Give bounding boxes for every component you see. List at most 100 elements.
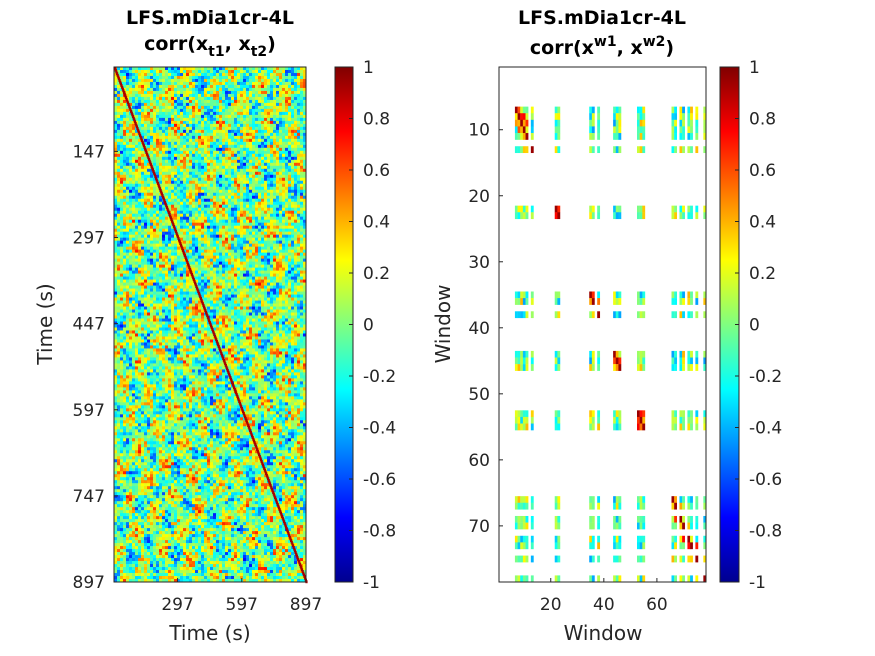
left-heatmap-cell [270, 174, 274, 179]
left-heatmap-cell [210, 258, 214, 263]
left-heatmap-cell [162, 153, 166, 158]
left-heatmap-cell [282, 114, 286, 119]
left-heatmap-cell [288, 264, 292, 269]
left-heatmap-cell [171, 177, 175, 182]
left-heatmap-cell [141, 105, 145, 110]
left-heatmap-cell [141, 249, 145, 254]
left-heatmap-cell [261, 249, 265, 254]
left-heatmap-cell [138, 78, 142, 83]
left-heatmap-cell [261, 72, 265, 77]
left-heatmap-cell [261, 186, 265, 191]
left-heatmap-cell [180, 150, 184, 155]
left-heatmap-cell [189, 258, 193, 263]
left-heatmap-cell [243, 186, 247, 191]
left-heatmap-cell [237, 120, 241, 125]
left-heatmap-cell [141, 132, 145, 137]
left-heatmap-cell [294, 279, 298, 283]
left-heatmap-cell [177, 204, 181, 209]
left-heatmap-cell [249, 231, 253, 236]
left-heatmap-cell [204, 234, 208, 239]
left-heatmap-cell [216, 240, 220, 245]
left-heatmap-cell [135, 84, 139, 89]
left-heatmap-cell [249, 273, 253, 277]
left-heatmap-cell [165, 72, 169, 77]
left-heatmap-cell [120, 252, 124, 257]
left-heatmap-cell [168, 285, 172, 289]
left-heatmap-cell [195, 222, 199, 227]
left-heatmap-cell [126, 219, 130, 224]
left-heatmap-cell [216, 186, 220, 191]
left-heatmap-cell [126, 255, 130, 260]
left-heatmap-cell [240, 282, 244, 286]
left-heatmap-cell [186, 189, 190, 194]
left-heatmap-cell [198, 105, 202, 110]
left-heatmap-cell [270, 102, 274, 107]
left-heatmap-cell [294, 237, 298, 242]
left-heatmap-cell [201, 264, 205, 269]
left-heatmap-cell [258, 282, 262, 286]
left-heatmap-cell [192, 177, 196, 182]
left-heatmap-cell [147, 216, 151, 221]
left-heatmap-cell [168, 159, 172, 164]
left-heatmap-cell [165, 138, 169, 143]
left-heatmap-cell [159, 249, 163, 254]
left-heatmap-cell [279, 216, 283, 221]
left-heatmap-cell [171, 168, 175, 173]
left-heatmap-cell [258, 114, 262, 119]
left-heatmap-cell [120, 237, 124, 242]
left-heatmap-cell [123, 186, 127, 191]
left-heatmap-cell [213, 231, 217, 236]
left-heatmap-cell [126, 225, 130, 230]
left-heatmap-cell [180, 78, 184, 83]
left-heatmap-cell [162, 255, 166, 260]
left-heatmap-cell [222, 159, 226, 164]
left-heatmap-cell [228, 291, 232, 295]
left-heatmap-cell [264, 156, 268, 161]
left-heatmap-cell [258, 252, 262, 257]
left-heatmap-cell [237, 219, 241, 224]
left-heatmap-cell [186, 144, 190, 149]
left-heatmap-cell [204, 294, 208, 298]
left-heatmap-cell [216, 123, 220, 128]
left-heatmap-cell [252, 210, 256, 215]
left-heatmap-cell [273, 81, 277, 86]
left-heatmap-cell [165, 198, 169, 203]
left-heatmap-cell [132, 216, 136, 221]
left-heatmap-cell [264, 219, 268, 224]
left-heatmap-cell [297, 270, 301, 274]
left-heatmap-cell [177, 231, 181, 236]
left-heatmap-cell [177, 135, 181, 140]
left-heatmap-cell [231, 252, 235, 257]
left-heatmap-cell [183, 84, 187, 89]
left-heatmap-cell [228, 249, 232, 254]
left-heatmap-cell [192, 252, 196, 257]
left-heatmap-cell [192, 270, 196, 274]
left-heatmap-cell [300, 117, 304, 122]
left-heatmap-cell [162, 156, 166, 161]
left-heatmap-cell [261, 201, 265, 206]
left-heatmap-cell [273, 186, 277, 191]
left-heatmap-cell [243, 96, 247, 101]
left-heatmap-cell [219, 258, 223, 263]
left-heatmap-cell [234, 210, 238, 215]
left-heatmap-cell [279, 159, 283, 164]
left-heatmap-cell [120, 67, 124, 71]
left-heatmap-cell [129, 180, 133, 185]
left-heatmap-cell [123, 144, 127, 149]
left-heatmap-cell [219, 84, 223, 89]
left-heatmap-cell [165, 267, 169, 271]
left-heatmap-cell [252, 276, 256, 280]
left-heatmap-cell [120, 186, 124, 191]
left-heatmap-cell [267, 276, 271, 280]
left-heatmap-cell [147, 267, 151, 271]
left-heatmap-cell [168, 123, 172, 128]
left-heatmap-cell [129, 156, 133, 161]
left-heatmap-cell [141, 75, 145, 80]
left-heatmap-cell [189, 249, 193, 254]
left-heatmap-cell [291, 150, 295, 155]
left-heatmap-cell [207, 270, 211, 274]
left-heatmap-cell [255, 282, 259, 286]
left-heatmap-cell [279, 204, 283, 209]
left-heatmap-cell [252, 153, 256, 158]
left-heatmap-cell [228, 105, 232, 110]
